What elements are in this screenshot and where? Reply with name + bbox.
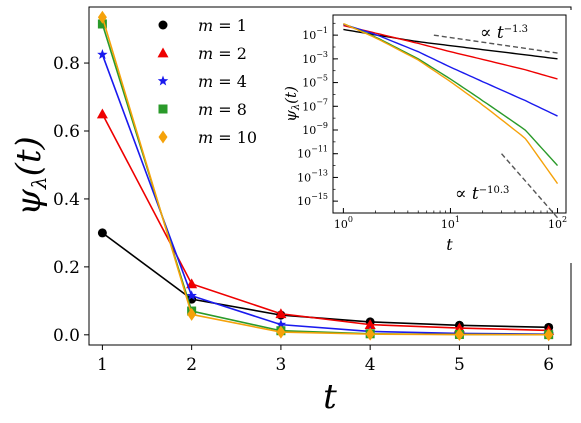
main-plot: 1 2 3 4 5 6 0.0 0.2 0.4 0.6 0.8 t ψλ(t) m = 1 m = 2 m =… — [9, 6, 572, 417]
inset-y-tick-label: 10−7 — [302, 97, 328, 113]
inset-y-tick-label: 10−13 — [297, 168, 328, 184]
x-tick-label: 6 — [543, 355, 554, 375]
data-point — [454, 328, 464, 342]
x-tick-label: 1 — [97, 355, 108, 375]
inset-x-axis-label: t — [446, 235, 453, 254]
inset-annotation-upper: ∝ t−1.3 — [480, 23, 528, 43]
y-tick-label: 0.6 — [53, 122, 80, 142]
legend-label: m = 4 — [198, 72, 247, 91]
x-tick-label: 5 — [454, 355, 465, 375]
legend-marker — [158, 104, 168, 114]
legend-label: m = 1 — [198, 16, 247, 35]
data-point — [275, 319, 287, 330]
legend-marker — [158, 20, 168, 30]
data-point — [187, 307, 197, 321]
inset-annotation-lower: ∝ t−10.3 — [455, 184, 509, 204]
inset-y-tick-label: 10−11 — [297, 145, 328, 161]
x-tick-label: 3 — [275, 355, 286, 375]
y-tick-label: 0.0 — [53, 326, 80, 346]
data-point — [453, 322, 465, 333]
data-point — [97, 49, 108, 60]
data-point — [365, 327, 375, 341]
y-tick-label: 0.8 — [53, 54, 80, 74]
inset-series-line — [343, 23, 558, 117]
legend-label: m = 10 — [198, 128, 257, 147]
inset-y-tick-label: 10−15 — [297, 192, 328, 208]
data-point — [275, 308, 287, 319]
inset-x-tick-label: 101 — [441, 215, 460, 231]
legend-marker — [157, 75, 169, 86]
data-point — [97, 10, 107, 24]
inset-x-tick-label: 102 — [548, 215, 567, 231]
inset-y-axis-label: ψλ(t) — [282, 86, 302, 122]
y-tick-label: 0.2 — [53, 258, 80, 278]
inset-reference-line — [501, 153, 559, 219]
x-tick-label: 4 — [365, 355, 376, 375]
inset-y-tick-label: 10−1 — [302, 26, 328, 42]
data-point — [186, 290, 197, 301]
data-point — [97, 19, 107, 29]
inset-y-tick-label: 10−9 — [302, 121, 328, 137]
inset-y-tick-label: 10−5 — [302, 74, 328, 90]
data-point — [97, 228, 107, 238]
y-axis-label: ψλ(t) — [9, 136, 51, 216]
series-line — [101, 54, 549, 335]
data-point — [186, 278, 198, 289]
x-axis-label: t — [323, 377, 337, 417]
inset-reference-line — [433, 34, 558, 54]
data-point — [96, 108, 108, 119]
inset-series-line — [343, 24, 558, 80]
legend-marker — [157, 47, 169, 58]
x-tick-label: 2 — [186, 355, 197, 375]
legend-label: m = 8 — [198, 100, 247, 119]
y-tick-label: 0.4 — [53, 190, 80, 210]
data-point — [276, 325, 286, 339]
inset-series-line — [343, 22, 559, 185]
legend-label: m = 2 — [198, 44, 247, 63]
series-line — [101, 16, 549, 336]
legend-marker — [158, 130, 168, 144]
inset-frame — [332, 14, 567, 214]
inset-y-tick-label: 10−3 — [302, 50, 328, 66]
data-point — [364, 319, 376, 330]
data-point — [544, 328, 554, 342]
inset-x-tick-label: 100 — [334, 215, 353, 231]
inset-plot: 100 101 102 10−1 10−3 10−5 10−7 10−9 10−11 10−13 1… — [282, 10, 576, 263]
